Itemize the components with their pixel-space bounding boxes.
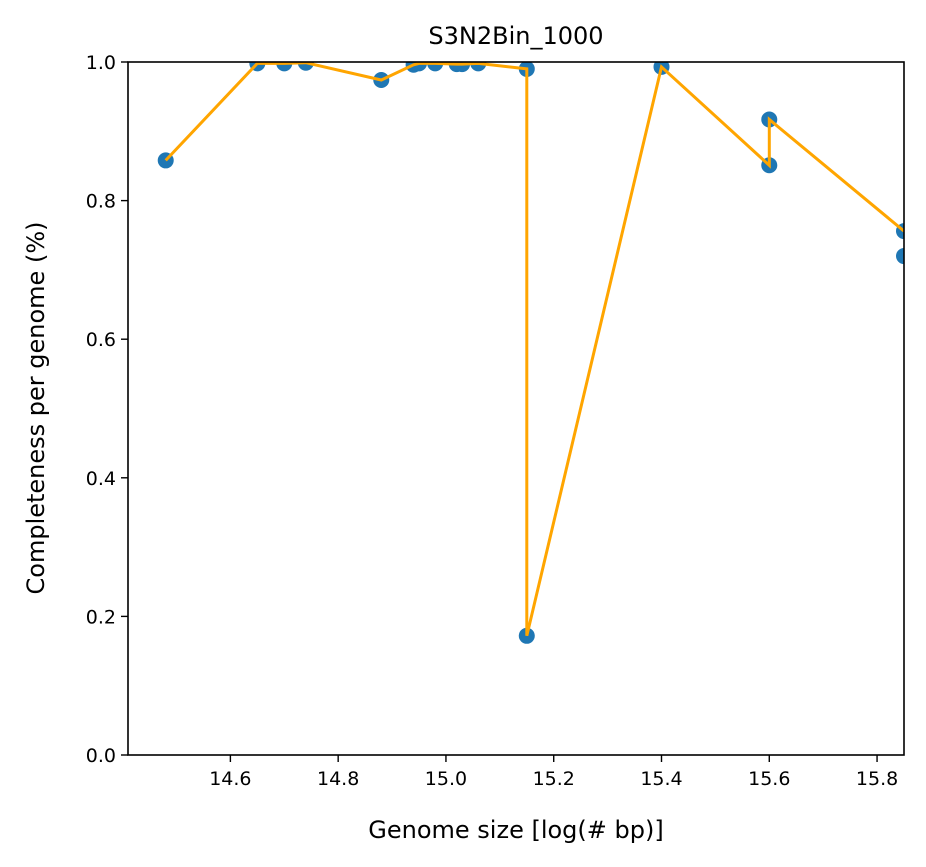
y-tick-label: 0.6 xyxy=(86,329,116,351)
y-tick-label: 0.4 xyxy=(86,468,116,490)
y-tick-label: 0.2 xyxy=(86,606,116,628)
data-point xyxy=(896,248,904,265)
plot-area xyxy=(128,62,904,755)
x-tick-label: 15.2 xyxy=(533,768,575,790)
y-tick-label: 1.0 xyxy=(86,52,116,74)
y-tick-label: 0.8 xyxy=(86,191,116,213)
x-tick-label: 14.6 xyxy=(209,768,251,790)
x-axis-label: Genome size [log(# bp)] xyxy=(368,816,663,844)
x-tick-label: 15.8 xyxy=(856,768,898,790)
x-tick-label: 15.6 xyxy=(748,768,790,790)
chart-title: S3N2Bin_1000 xyxy=(428,22,603,50)
x-tick-label: 15.0 xyxy=(425,768,467,790)
plot-frame xyxy=(127,61,905,756)
y-tick-label: 0.0 xyxy=(86,745,116,767)
y-axis-label: Completeness per genome (%) xyxy=(22,222,50,595)
series-line xyxy=(164,62,904,637)
x-tick-label: 15.4 xyxy=(640,768,682,790)
x-tick-label: 14.8 xyxy=(317,768,359,790)
